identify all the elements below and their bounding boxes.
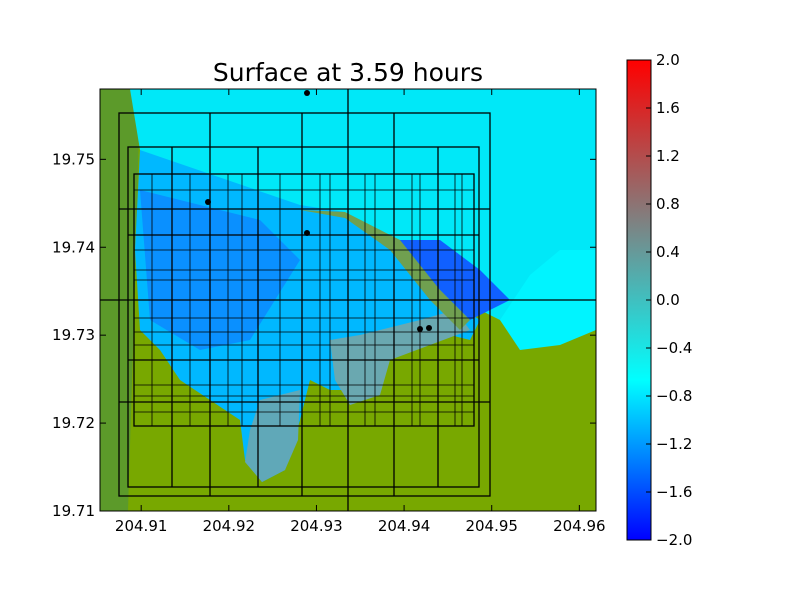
colorbar-tick-label: 2.0 (656, 51, 680, 69)
x-tick-label: 204.94 (378, 517, 431, 535)
surface-field (100, 89, 596, 511)
colorbar (626, 59, 652, 541)
x-tick-label: 204.91 (115, 517, 168, 535)
x-tick-label: 204.93 (290, 517, 343, 535)
colorbar-tick-label: −1.6 (656, 483, 692, 501)
colorbar-tick-label: 1.2 (656, 147, 680, 165)
colorbar-tick-label: −0.4 (656, 339, 692, 357)
colorbar-tick-label: −2.0 (656, 531, 692, 549)
y-tick-label: 19.74 (52, 238, 95, 256)
chart-title: Surface at 3.59 hours (213, 58, 483, 87)
colorbar-tick-label: −1.2 (656, 435, 692, 453)
x-tick-label: 204.92 (203, 517, 256, 535)
x-tick-label: 204.96 (553, 517, 606, 535)
y-tick-label: 19.72 (52, 414, 95, 432)
colorbar-tick-label: −0.8 (656, 387, 692, 405)
y-tick-label: 19.73 (52, 326, 95, 344)
y-tick-label: 19.75 (52, 150, 95, 168)
y-tick-label: 19.71 (52, 502, 95, 520)
x-tick-label: 204.95 (465, 517, 518, 535)
axes-frame (99, 88, 597, 512)
colorbar-tick-label: 0.0 (656, 291, 680, 309)
colorbar-tick-label: 1.6 (656, 99, 680, 117)
colorbar-tick-label: 0.4 (656, 243, 680, 261)
colorbar-tick-label: 0.8 (656, 195, 680, 213)
